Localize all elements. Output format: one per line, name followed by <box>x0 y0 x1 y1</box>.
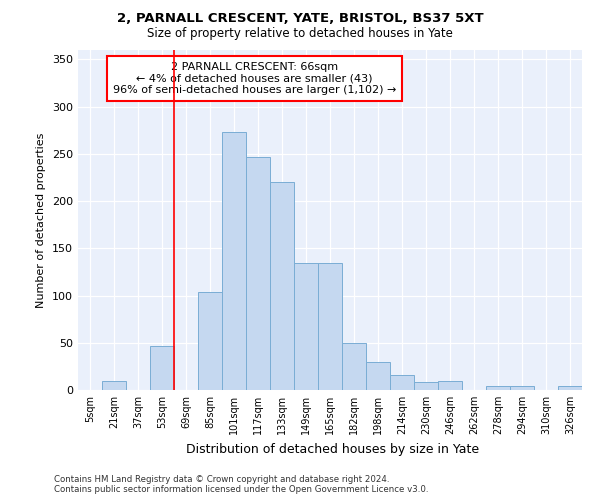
Bar <box>102 380 126 390</box>
Bar <box>222 132 246 390</box>
Bar <box>150 346 174 390</box>
Bar <box>246 156 270 390</box>
Text: Contains public sector information licensed under the Open Government Licence v3: Contains public sector information licen… <box>54 485 428 494</box>
Text: Contains HM Land Registry data © Crown copyright and database right 2024.: Contains HM Land Registry data © Crown c… <box>54 475 389 484</box>
Y-axis label: Number of detached properties: Number of detached properties <box>37 132 46 308</box>
Text: 2, PARNALL CRESCENT, YATE, BRISTOL, BS37 5XT: 2, PARNALL CRESCENT, YATE, BRISTOL, BS37… <box>116 12 484 26</box>
Bar <box>318 262 342 390</box>
Text: Distribution of detached houses by size in Yate: Distribution of detached houses by size … <box>187 442 479 456</box>
Bar <box>486 386 510 390</box>
Bar <box>270 182 294 390</box>
Bar <box>510 386 534 390</box>
Bar <box>342 343 366 390</box>
Bar <box>390 375 414 390</box>
Bar <box>294 262 318 390</box>
Bar <box>198 292 222 390</box>
Bar <box>366 362 390 390</box>
Bar <box>438 380 462 390</box>
Text: 2 PARNALL CRESCENT: 66sqm
← 4% of detached houses are smaller (43)
96% of semi-d: 2 PARNALL CRESCENT: 66sqm ← 4% of detach… <box>113 62 396 95</box>
Text: Size of property relative to detached houses in Yate: Size of property relative to detached ho… <box>147 28 453 40</box>
Bar <box>558 386 582 390</box>
Bar <box>414 382 438 390</box>
